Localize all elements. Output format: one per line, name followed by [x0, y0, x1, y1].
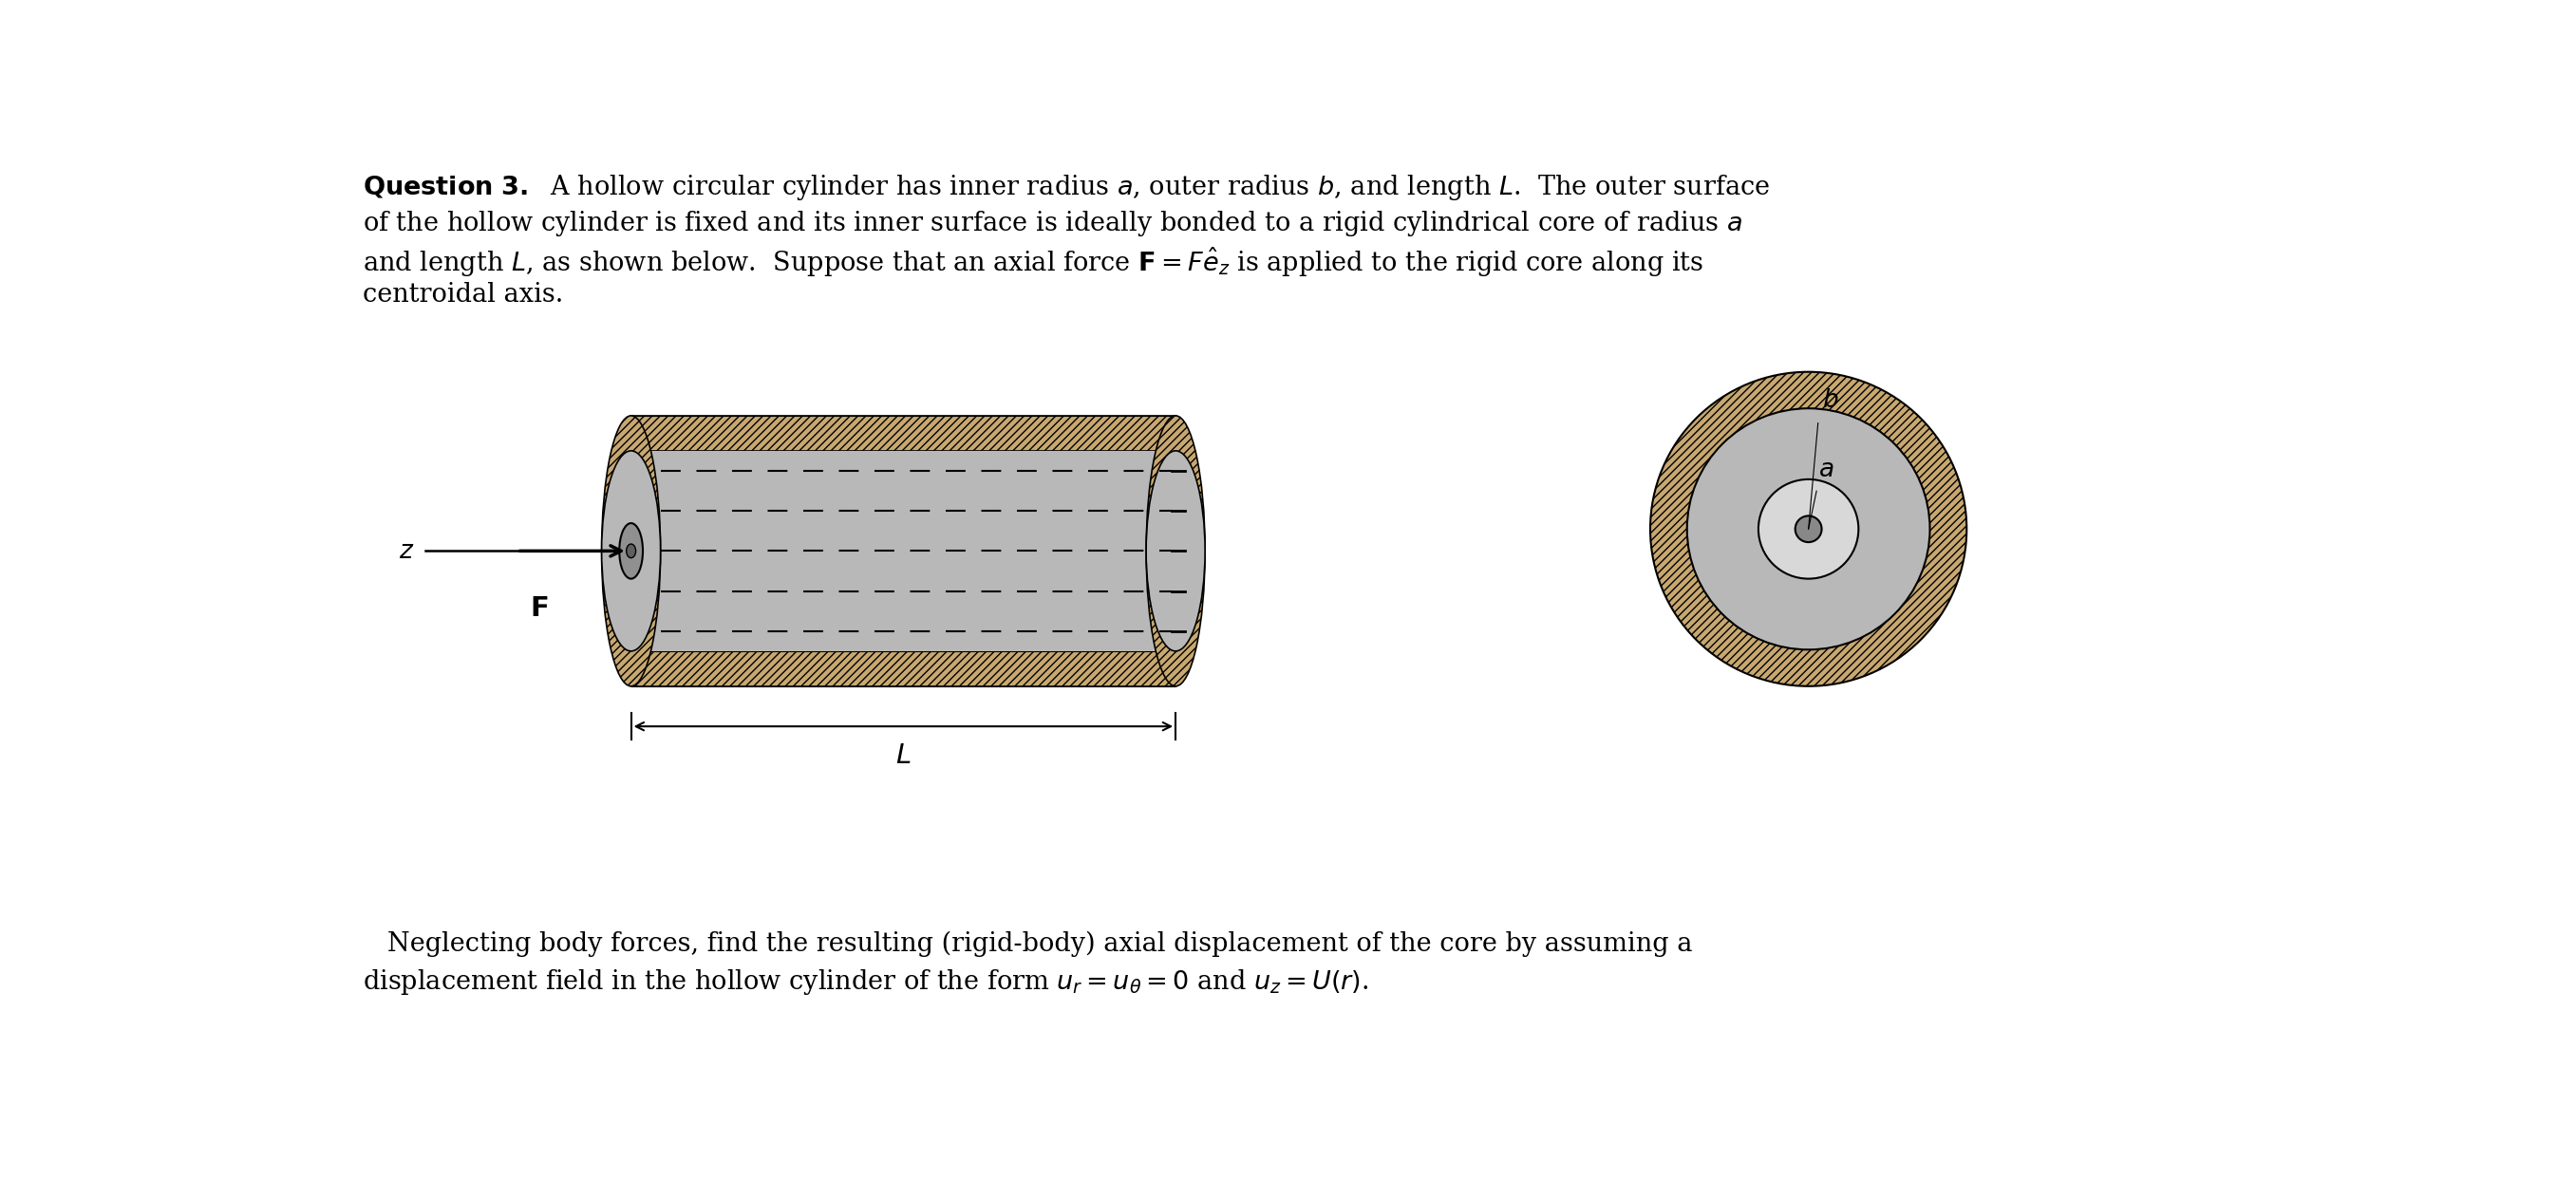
- Text: $a$: $a$: [1819, 458, 1834, 481]
- Circle shape: [1651, 372, 1965, 687]
- Bar: [631, 415, 1175, 451]
- Ellipse shape: [618, 523, 644, 578]
- Circle shape: [1687, 408, 1929, 650]
- Bar: [631, 651, 1175, 687]
- Bar: [631, 451, 1175, 651]
- Circle shape: [1759, 479, 1857, 578]
- Text: Neglecting body forces, find the resulting (rigid-body) axial displacement of th: Neglecting body forces, find the resulti…: [363, 931, 1692, 957]
- Ellipse shape: [626, 544, 636, 558]
- Text: of the hollow cylinder is fixed and its inner surface is ideally bonded to a rig: of the hollow cylinder is fixed and its …: [363, 209, 1741, 238]
- Text: centroidal axis.: centroidal axis.: [363, 282, 564, 308]
- Ellipse shape: [603, 451, 659, 651]
- Text: $z$: $z$: [399, 539, 415, 563]
- Text: $\mathbf{Question\ 3.}$  A hollow circular cylinder has inner radius $a$, outer : $\mathbf{Question\ 3.}$ A hollow circula…: [363, 172, 1770, 202]
- Ellipse shape: [603, 415, 659, 687]
- Circle shape: [1795, 516, 1821, 542]
- Text: and length $L$, as shown below.  Suppose that an axial force $\mathbf{F} = F\hat: and length $L$, as shown below. Suppose …: [363, 245, 1703, 278]
- Text: $L$: $L$: [896, 742, 912, 769]
- Text: displacement field in the hollow cylinder of the form $u_r = u_\theta = 0$ and $: displacement field in the hollow cylinde…: [363, 968, 1368, 997]
- Ellipse shape: [1146, 451, 1206, 651]
- Ellipse shape: [1146, 415, 1206, 687]
- Text: $\mathbf{F}$: $\mathbf{F}$: [531, 595, 549, 622]
- Text: $b$: $b$: [1821, 388, 1839, 412]
